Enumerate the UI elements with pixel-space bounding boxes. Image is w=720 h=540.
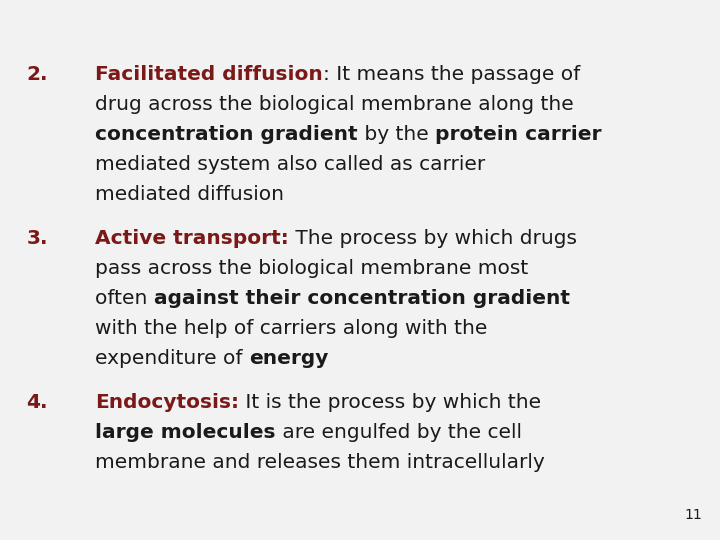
Text: against their concentration gradient: against their concentration gradient (154, 289, 570, 308)
Text: Endocytosis:: Endocytosis: (95, 393, 239, 412)
Text: 11: 11 (684, 508, 702, 522)
Text: protein carrier: protein carrier (435, 125, 601, 144)
Text: with the help of carriers along with the: with the help of carriers along with the (95, 319, 487, 338)
Text: The process by which drugs: The process by which drugs (289, 229, 577, 248)
Text: expenditure of: expenditure of (95, 349, 249, 368)
Text: concentration gradient: concentration gradient (95, 125, 358, 144)
Text: often: often (95, 289, 154, 308)
Text: are engulfed by the cell: are engulfed by the cell (276, 423, 521, 442)
Text: membrane and releases them intracellularly: membrane and releases them intracellular… (95, 453, 545, 472)
Text: : It means the passage of: : It means the passage of (323, 65, 580, 84)
Text: by the: by the (358, 125, 435, 144)
Text: 4.: 4. (27, 393, 48, 412)
Text: 3.: 3. (27, 229, 48, 248)
Text: pass across the biological membrane most: pass across the biological membrane most (95, 259, 528, 278)
Text: 2.: 2. (27, 65, 48, 84)
Text: energy: energy (249, 349, 328, 368)
Text: Active transport:: Active transport: (95, 229, 289, 248)
Text: mediated diffusion: mediated diffusion (95, 185, 284, 204)
Text: large molecules: large molecules (95, 423, 276, 442)
Text: Facilitated diffusion: Facilitated diffusion (95, 65, 323, 84)
Text: It is the process by which the: It is the process by which the (239, 393, 541, 412)
Text: mediated system also called as carrier: mediated system also called as carrier (95, 155, 485, 174)
Text: drug across the biological membrane along the: drug across the biological membrane alon… (95, 95, 574, 114)
